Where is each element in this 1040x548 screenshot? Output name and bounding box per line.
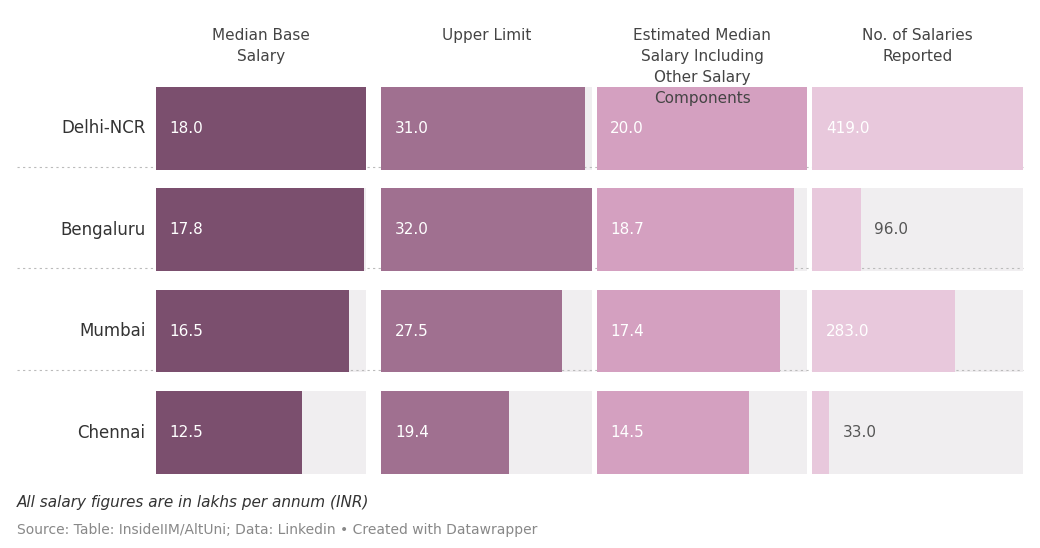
Bar xyxy=(382,391,592,474)
Bar xyxy=(812,189,1022,271)
Bar xyxy=(597,189,807,271)
Bar xyxy=(156,290,366,373)
Text: 19.4: 19.4 xyxy=(395,425,428,440)
Bar xyxy=(156,391,366,474)
Text: Estimated Median
Salary Including
Other Salary
Components: Estimated Median Salary Including Other … xyxy=(633,28,771,106)
Text: Delhi-NCR: Delhi-NCR xyxy=(61,119,146,138)
Text: 96.0: 96.0 xyxy=(874,222,908,237)
Text: 16.5: 16.5 xyxy=(170,324,203,339)
Bar xyxy=(597,189,794,271)
Bar xyxy=(382,290,563,373)
Bar xyxy=(156,189,366,271)
Text: Bengaluru: Bengaluru xyxy=(60,221,146,239)
Bar xyxy=(156,87,366,170)
Bar xyxy=(812,189,861,271)
Bar xyxy=(382,391,509,474)
Text: Upper Limit: Upper Limit xyxy=(442,28,531,43)
Bar xyxy=(812,87,1022,170)
Text: 32.0: 32.0 xyxy=(395,222,428,237)
Text: Chennai: Chennai xyxy=(77,424,146,442)
Text: All salary figures are in lakhs per annum (INR): All salary figures are in lakhs per annu… xyxy=(18,495,369,510)
Bar xyxy=(382,189,592,271)
Bar xyxy=(156,391,302,474)
Bar xyxy=(597,391,750,474)
Text: 33.0: 33.0 xyxy=(842,425,877,440)
Text: 12.5: 12.5 xyxy=(170,425,203,440)
Text: 283.0: 283.0 xyxy=(826,324,869,339)
Text: 17.8: 17.8 xyxy=(170,222,203,237)
Bar xyxy=(382,290,592,373)
Bar xyxy=(597,87,807,170)
Text: Source: Table: InsideIIM/AltUni; Data: Linkedin • Created with Datawrapper: Source: Table: InsideIIM/AltUni; Data: L… xyxy=(18,523,538,538)
Bar xyxy=(597,391,807,474)
Text: 17.4: 17.4 xyxy=(610,324,644,339)
Bar xyxy=(156,87,366,170)
Bar xyxy=(812,391,829,474)
Text: 20.0: 20.0 xyxy=(610,121,644,136)
Bar xyxy=(812,290,1022,373)
Text: 18.7: 18.7 xyxy=(610,222,644,237)
Bar xyxy=(382,87,586,170)
Bar xyxy=(382,87,592,170)
Bar xyxy=(597,87,807,170)
Bar xyxy=(812,290,955,373)
Bar xyxy=(156,189,364,271)
Bar xyxy=(156,290,348,373)
Text: Median Base
Salary: Median Base Salary xyxy=(212,28,310,64)
Bar xyxy=(597,290,780,373)
Text: 14.5: 14.5 xyxy=(610,425,644,440)
Text: No. of Salaries
Reported: No. of Salaries Reported xyxy=(862,28,973,64)
Text: 31.0: 31.0 xyxy=(395,121,428,136)
Bar xyxy=(382,189,592,271)
Text: 18.0: 18.0 xyxy=(170,121,203,136)
Text: 27.5: 27.5 xyxy=(395,324,428,339)
Bar xyxy=(597,290,807,373)
Bar xyxy=(812,87,1022,170)
Bar xyxy=(812,391,1022,474)
Text: Mumbai: Mumbai xyxy=(79,322,146,340)
Text: 419.0: 419.0 xyxy=(826,121,869,136)
